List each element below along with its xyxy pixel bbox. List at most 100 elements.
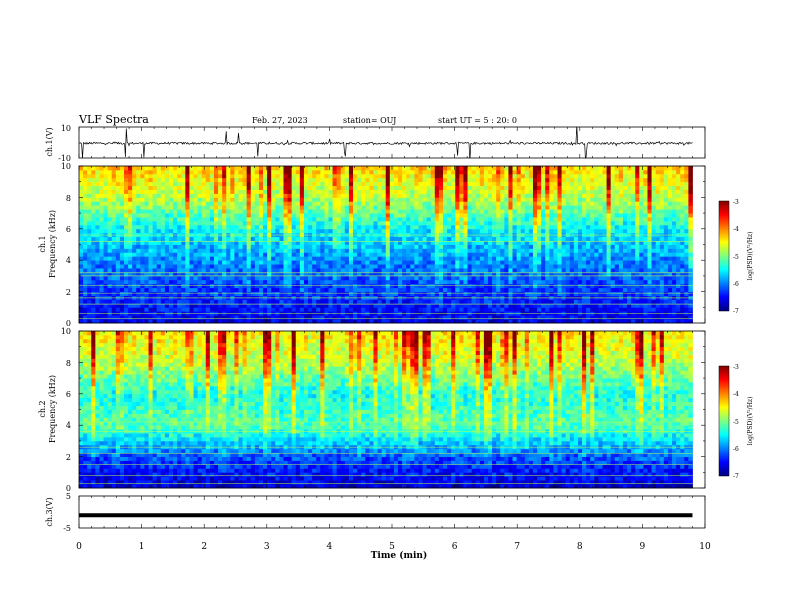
ch1-spectrogram-cell <box>475 291 481 296</box>
ch1-spectrogram-cell <box>91 236 96 241</box>
ch1-spectrogram-cell <box>553 224 558 230</box>
ch1-spectrogram-cell <box>148 240 154 245</box>
ch1-spectrogram-cell <box>479 248 485 253</box>
ch1-spectrogram-cell <box>185 213 190 218</box>
ch1-spectrogram-cell <box>385 252 391 257</box>
ch1-spectrogram-cell <box>181 240 186 245</box>
ch1-spectrogram-cell <box>393 240 399 245</box>
ch1-spectrogram-cell <box>492 213 497 218</box>
ch1-spectrogram-cell <box>295 213 301 218</box>
ch1-spectrogram-cell <box>115 169 121 175</box>
ch1-spectrogram-cell <box>389 220 395 226</box>
ch1-spectrogram-cell <box>348 220 354 226</box>
ch1-spectrogram-cell <box>115 256 121 261</box>
ch1-spectrogram-cell <box>189 236 194 241</box>
ch1-spectrogram-cell <box>459 240 464 245</box>
ch1-spectrogram-cell <box>369 319 374 324</box>
ch1-spectrogram-cell <box>136 228 141 234</box>
ch1-spectrogram-cell <box>128 264 133 269</box>
ch1-spectrogram-cell <box>573 197 579 202</box>
ch1-spectrogram-cell <box>254 283 260 289</box>
ch1-spectrogram-cell <box>414 303 419 308</box>
ch1-spectrogram-cell <box>173 279 178 285</box>
ch1-spectrogram-cell <box>263 173 268 179</box>
ch1-spectrogram-cell <box>181 193 186 198</box>
ch1-spectrogram-cell <box>344 268 350 273</box>
ch1-spectrogram-cell <box>565 275 571 281</box>
ch1-ytick-bottom: -10 <box>58 154 71 163</box>
ch1-spectrogram-cell <box>451 264 456 269</box>
ch1-spectrogram-cell <box>418 256 423 261</box>
ch1-spectrogram-cell <box>267 177 272 183</box>
ch1-spectrogram-cell <box>152 279 158 285</box>
ch1-spectrogram-cell <box>275 264 280 269</box>
ch1-spectrogram-cell <box>537 197 542 202</box>
ch1-spectrogram-cell <box>569 213 575 218</box>
ch1-spectrogram-cell <box>115 287 121 293</box>
ch1-spectrogram-cell <box>418 252 423 257</box>
ch1-spectrogram-cell <box>496 299 501 304</box>
ch1-spectrogram-cell <box>410 236 415 241</box>
ch1-spectrogram-cell <box>316 189 321 194</box>
ch1-spectrogram-cell <box>99 224 104 230</box>
ch1-spectrogram-cell <box>308 185 313 190</box>
ch1-spectrogram-cell <box>557 279 562 285</box>
ch1-spectrogram-cell <box>336 220 342 226</box>
ch1-spectrogram-cell <box>189 166 194 171</box>
ch1-spectrogram-cell <box>258 173 264 179</box>
ch1-spectrogram-cell <box>434 228 440 234</box>
ch1-spectrogram-cell <box>287 244 293 249</box>
ch1-spectrogram-cell <box>242 283 248 289</box>
ch1-spectrogram-cell <box>508 201 513 206</box>
ch1-spectrogram-cell <box>283 205 288 210</box>
ch1-spectrogram-cell <box>381 193 387 198</box>
ch1-spectrogram-cell <box>479 201 485 206</box>
ch1-spectrogram-cell <box>226 315 231 320</box>
ch1-spectrogram-cell <box>128 205 133 210</box>
ch1-spectrogram-cell <box>160 189 166 194</box>
ch1-spectrogram-cell <box>156 299 162 304</box>
ch1-spectrogram-cell <box>369 224 374 230</box>
ch1-spectrogram-cell <box>504 169 509 175</box>
ch1-spectrogram-cell <box>524 201 530 206</box>
ch1-spectrogram-cell <box>561 181 567 187</box>
ch1-spectrogram-cell <box>87 209 92 214</box>
ch1-spectrogram-cell <box>279 236 284 241</box>
ch1-spectrogram-cell <box>512 303 518 308</box>
ch1-spectrogram-cell <box>193 283 199 289</box>
ch1-spectrogram-cell <box>168 315 174 320</box>
ch1-spectrogram-cell <box>287 315 293 320</box>
ch1-spectrogram-cell <box>549 185 554 190</box>
ch1-spectrogram-cell <box>430 271 436 277</box>
ch1-spectrogram-cell <box>357 248 362 253</box>
ch1-spectrogram-cell <box>483 271 489 277</box>
ch1-spectrogram-cell <box>119 205 125 210</box>
ch1-spectrogram-cell <box>406 240 411 245</box>
ch1-spectrogram-cell <box>222 169 227 175</box>
ch1-spectrogram-cell <box>541 283 546 289</box>
ch1-spectrogram-cell <box>483 201 489 206</box>
ch1-spectrogram-cell <box>447 173 452 179</box>
ch1-spectrogram-cell <box>83 268 88 273</box>
ch1-spectrogram-cell <box>516 256 522 261</box>
ch1-spectrogram-cell <box>193 287 199 293</box>
ch1-spectrogram-cell <box>152 244 158 249</box>
ch1-spectrogram-cell <box>524 256 530 261</box>
ch1-spectrogram-cell <box>426 256 432 261</box>
ch1-spectrogram-cell <box>213 201 219 206</box>
ch1-spectrogram-cell <box>483 228 489 234</box>
ch1-spectrogram-cell <box>520 217 526 222</box>
ch1-spectrogram-cell <box>361 283 366 289</box>
ch1-spectrogram-cell <box>164 205 170 210</box>
ch1-spectrogram-cell <box>483 283 489 289</box>
ch1-spectrogram-cell <box>353 189 358 194</box>
ch1-spectrogram-cell <box>504 240 509 245</box>
ch1-spectrogram-cell <box>168 264 174 269</box>
ch1-spectrogram-cell <box>565 236 571 241</box>
ch1-spectrogram-cell <box>99 189 104 194</box>
ch1-spectrogram-cell <box>144 185 149 190</box>
ch1-spectrogram-cell <box>406 279 411 285</box>
ch1-spectrogram-cell <box>79 279 84 285</box>
ch1-spectrogram-cell <box>443 209 448 214</box>
ch1-spectrogram-cell <box>353 197 358 202</box>
